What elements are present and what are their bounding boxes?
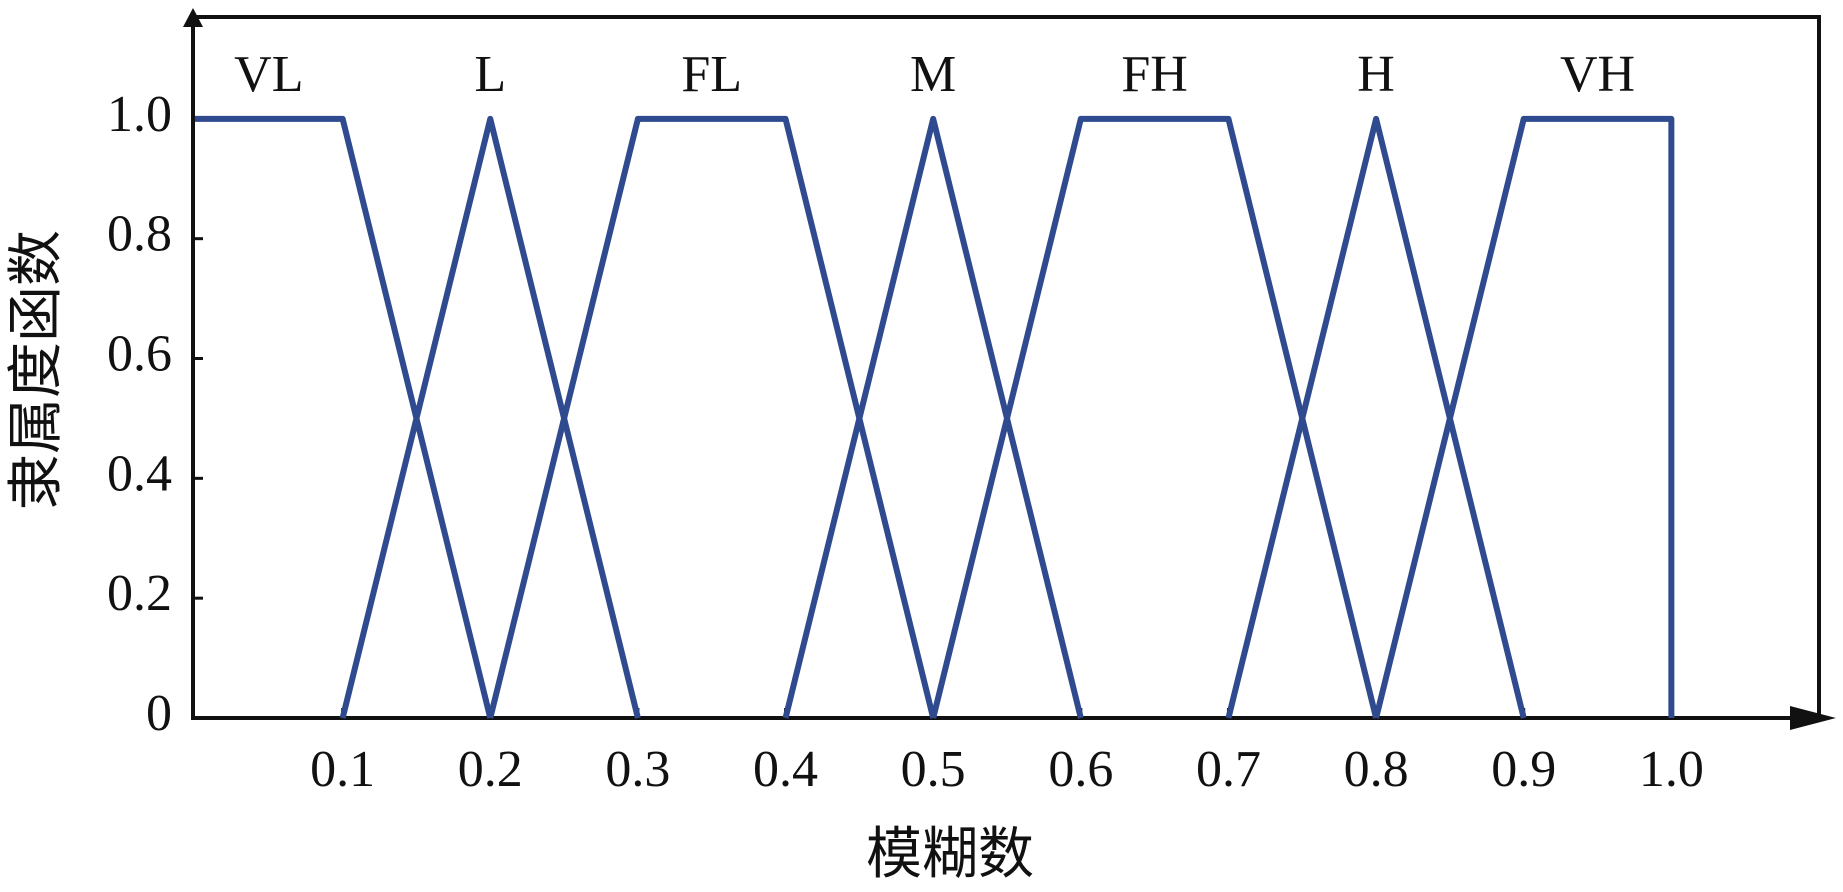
y-tick-label: 0.8 bbox=[107, 206, 172, 263]
series-label: M bbox=[910, 46, 956, 103]
series-label: FL bbox=[681, 46, 742, 103]
membership-line bbox=[782, 115, 1084, 719]
x-tick-label: 0.5 bbox=[901, 741, 966, 798]
x-axis-arrow bbox=[1790, 706, 1836, 730]
membership-line bbox=[1225, 115, 1527, 719]
series-label: VH bbox=[1560, 46, 1635, 103]
x-tick-label: 0.3 bbox=[605, 741, 670, 798]
x-tick-label: 0.8 bbox=[1344, 741, 1409, 798]
membership-line bbox=[1373, 115, 1675, 719]
series-label: H bbox=[1357, 46, 1395, 103]
y-tick-label: 1.0 bbox=[107, 86, 172, 143]
plot-frame bbox=[191, 15, 1821, 720]
membership-line bbox=[195, 115, 494, 719]
x-tick-label: 0.2 bbox=[458, 741, 523, 798]
x-tick-label: 0.6 bbox=[1048, 741, 1113, 798]
y-tick-label: 0.2 bbox=[107, 565, 172, 622]
x-tick-label: 0.7 bbox=[1196, 741, 1261, 798]
x-tick-label: 0.1 bbox=[310, 741, 375, 798]
series-label: L bbox=[474, 46, 506, 103]
series-label: FH bbox=[1121, 46, 1187, 103]
y-tick-label: 0 bbox=[146, 685, 172, 742]
y-axis-arrow bbox=[183, 8, 203, 27]
x-tick-label: 1.0 bbox=[1639, 741, 1704, 798]
y-tick-label: 0.4 bbox=[107, 445, 172, 502]
x-tick-label: 0.9 bbox=[1491, 741, 1556, 798]
x-tick-label: 0.4 bbox=[753, 741, 818, 798]
y-axis-title: 隶属度函数 bbox=[6, 230, 68, 510]
y-tick-label: 0.6 bbox=[107, 325, 172, 382]
membership-line bbox=[930, 115, 1380, 719]
series-label: VL bbox=[234, 46, 303, 103]
membership-line bbox=[487, 115, 937, 719]
membership-line bbox=[339, 115, 641, 719]
x-axis-title: 模糊数 bbox=[866, 824, 1034, 886]
